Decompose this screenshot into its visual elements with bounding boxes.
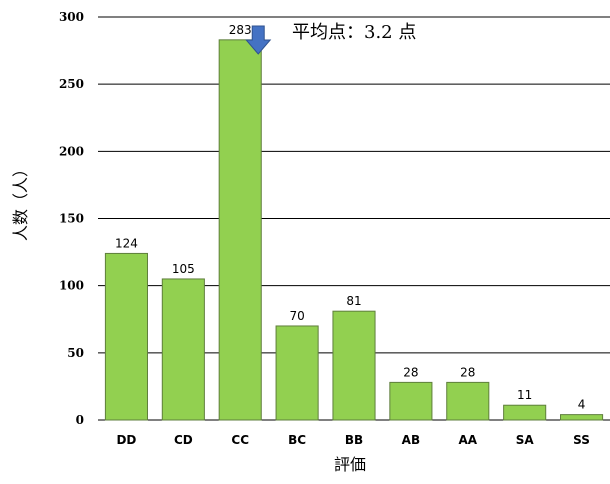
x-axis-ticks: DD CD CC BC BB AB AA SA SS (116, 433, 589, 447)
x-tick-label: AB (402, 433, 420, 447)
bar-ab (389, 381, 433, 421)
bar-cc (218, 39, 262, 421)
arrow-marker (245, 25, 272, 55)
y-tick-label: 250 (59, 77, 84, 91)
y-axis-ticks: 0 50 100 150 200 250 300 (59, 10, 84, 427)
mean-score-annotation: 平均点：3.2 点 (292, 22, 416, 43)
data-labels: 124 105 283 70 81 28 28 11 4 (115, 23, 585, 412)
y-tick-label: 0 (76, 413, 84, 427)
bar-cd (161, 278, 205, 421)
data-label: 4 (578, 398, 586, 412)
data-label: 70 (289, 309, 304, 323)
y-tick-label: 100 (59, 279, 84, 293)
x-tick-label: CC (231, 433, 249, 447)
x-axis-title: 評価 (334, 455, 366, 474)
bar-ss (560, 414, 604, 421)
y-tick-label: 150 (59, 212, 84, 226)
y-axis-title: 人数（人） (11, 161, 30, 241)
data-label: 283 (229, 23, 252, 37)
y-tick-label: 300 (59, 10, 84, 24)
x-tick-label: AA (458, 433, 477, 447)
y-tick-label: 200 (59, 144, 84, 158)
down-arrow-icon (245, 25, 272, 55)
data-label: 105 (172, 262, 195, 276)
bar-bc (275, 325, 319, 421)
x-tick-label: SA (516, 433, 535, 447)
bar-bb (332, 310, 376, 421)
data-label: 28 (403, 365, 418, 379)
y-tick-label: 50 (67, 346, 84, 360)
x-tick-label: BB (345, 433, 363, 447)
data-label: 81 (346, 294, 361, 308)
x-tick-label: DD (116, 433, 136, 447)
bars (104, 39, 604, 421)
x-tick-label: SS (573, 433, 590, 447)
bar-sa (503, 404, 547, 421)
data-label: 28 (460, 365, 475, 379)
data-label: 124 (115, 236, 138, 250)
x-tick-label: BC (288, 433, 306, 447)
x-tick-label: CD (174, 433, 193, 447)
bar-aa (446, 381, 490, 421)
data-label: 11 (517, 388, 532, 402)
bar-dd (104, 252, 148, 421)
